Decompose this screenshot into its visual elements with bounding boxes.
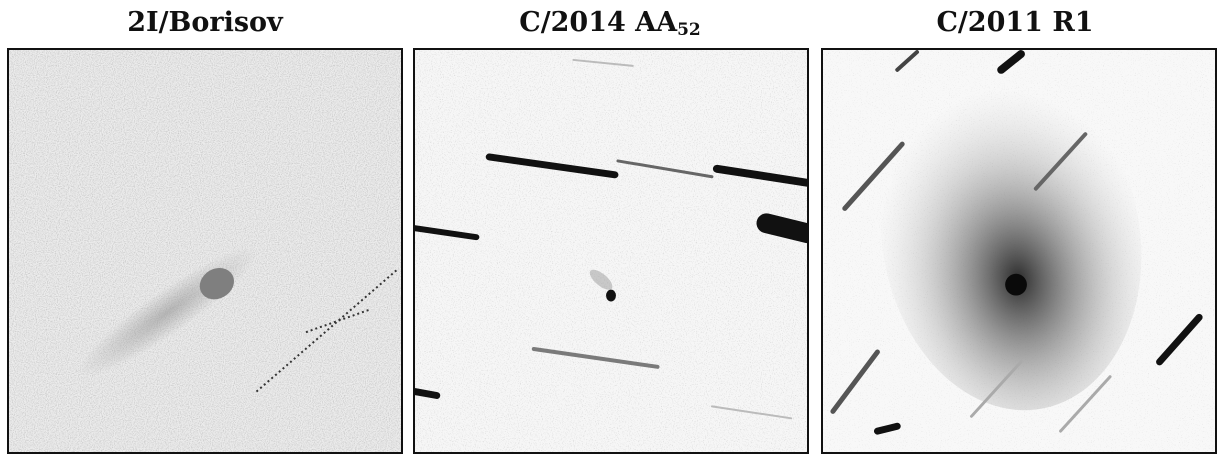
image-frame-borisov xyxy=(7,48,403,454)
star-trail xyxy=(842,141,905,211)
star-trail xyxy=(756,213,807,244)
star-trail xyxy=(997,50,1025,74)
star-trail xyxy=(712,164,807,187)
star-trail xyxy=(1033,132,1088,191)
star-trail xyxy=(485,153,619,179)
panel-title-r1: C/2011 R1 xyxy=(815,6,1215,40)
title-main-text: C/2014 AA xyxy=(519,7,678,38)
star-trail xyxy=(415,225,480,241)
comet-image-r1 xyxy=(823,50,1215,452)
star-trail xyxy=(305,308,371,334)
title-text: C/2011 R1 xyxy=(936,7,1094,38)
star-trail xyxy=(255,269,398,393)
comet-nucleus xyxy=(199,268,235,300)
title-subscript: 52 xyxy=(677,20,701,40)
star-trail xyxy=(830,349,880,414)
star-trail xyxy=(895,50,920,72)
comet-coma xyxy=(880,66,1142,411)
star-trail xyxy=(873,422,901,435)
panel-title-borisov: 2I/Borisov xyxy=(5,6,405,40)
comet-image-borisov xyxy=(9,50,401,452)
star-trail xyxy=(1059,375,1112,433)
image-frame-r1 xyxy=(821,48,1217,454)
star-trail xyxy=(531,347,660,369)
star-trail xyxy=(970,360,1023,418)
sky-noise xyxy=(415,50,807,452)
title-text: 2I/Borisov xyxy=(127,7,283,38)
comet-tail xyxy=(589,269,613,290)
image-frame-aa52 xyxy=(413,48,809,454)
star-trail xyxy=(572,58,634,67)
comet-nucleus xyxy=(1005,273,1027,296)
sky-noise xyxy=(9,50,401,452)
star-trail xyxy=(1156,313,1203,366)
panel-title-aa52: C/2014 AA52 xyxy=(410,6,810,47)
comet-nucleus xyxy=(606,289,616,302)
star-trail xyxy=(415,388,441,399)
comet-image-aa52 xyxy=(415,50,807,452)
star-trail xyxy=(710,405,793,420)
star-trail xyxy=(616,159,714,179)
